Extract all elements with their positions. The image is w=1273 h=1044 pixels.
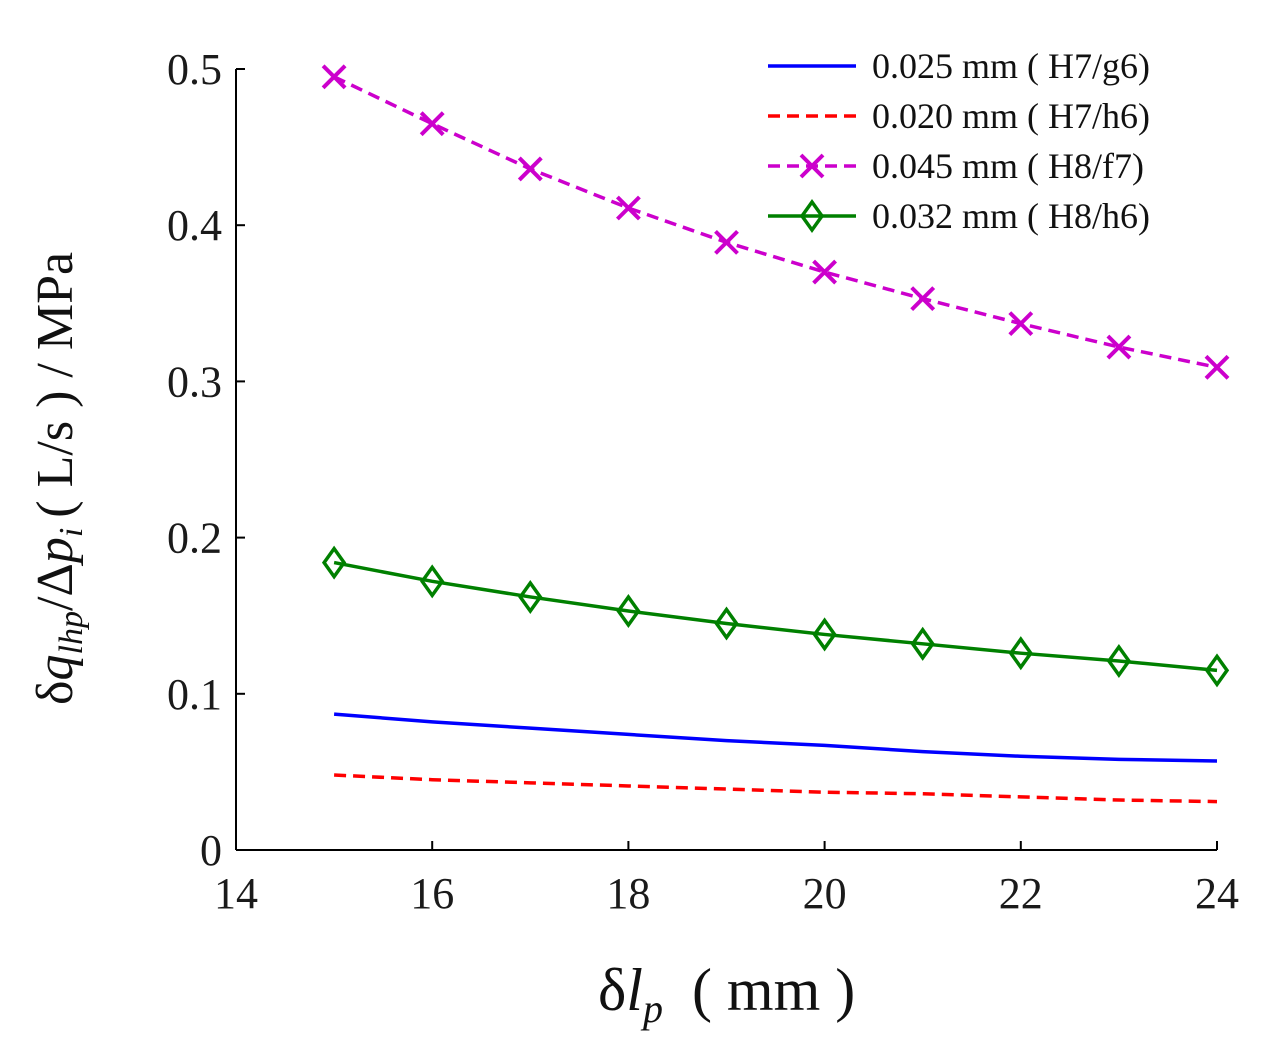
y-tick-label: 0 <box>200 826 222 875</box>
y-axis-label: δqlhp/Δpi( L/s ) / MPa <box>27 252 90 705</box>
data-point <box>1106 643 1132 679</box>
series-1 <box>333 712 1218 763</box>
data-point <box>910 286 936 312</box>
data-point <box>615 195 641 221</box>
data-point <box>616 594 641 629</box>
series-layer <box>321 64 1230 804</box>
legend-entry: 0.020 mm ( H7/h6) <box>768 96 1150 136</box>
legend-label: 0.025 mm ( H7/g6) <box>872 46 1150 86</box>
data-point <box>420 564 445 599</box>
legend-entry: 0.032 mm ( H8/h6) <box>768 196 1150 236</box>
legend-label: 0.020 mm ( H7/h6) <box>872 96 1150 136</box>
axes: 0 0.1 0.2 0.3 0.4 0.5 14 16 18 20 22 24 <box>167 45 1239 918</box>
legend-entry: 0.045 mm ( H8/f7) <box>768 146 1144 186</box>
y-tick-label: 0.5 <box>167 45 222 94</box>
series-line <box>333 560 1218 673</box>
data-point <box>714 606 739 641</box>
data-point <box>1204 653 1230 688</box>
x-tick-label: 18 <box>606 869 650 918</box>
legend-label: 0.045 mm ( H8/f7) <box>872 146 1144 186</box>
legend: 0.025 mm ( H7/g6) 0.020 mm ( H7/h6) 0.045 … <box>768 46 1150 236</box>
series-line <box>333 712 1218 763</box>
data-point <box>1106 334 1132 360</box>
data-point <box>321 64 347 90</box>
data-point <box>1008 311 1034 337</box>
data-point <box>812 617 837 652</box>
legend-entry: 0.025 mm ( H7/g6) <box>768 46 1150 86</box>
data-point <box>910 626 935 661</box>
data-point <box>517 156 543 182</box>
legend-marker <box>799 198 825 234</box>
y-tick-label: 0.3 <box>167 357 222 406</box>
series-2 <box>334 773 1218 804</box>
series-line <box>334 773 1218 804</box>
x-tick-label: 24 <box>1195 869 1239 918</box>
y-tick-label: 0.1 <box>167 670 222 719</box>
data-point <box>419 111 445 137</box>
y-tick-label: 0.4 <box>167 201 222 250</box>
data-point <box>1204 354 1230 380</box>
y-tick-label: 0.2 <box>167 514 222 563</box>
legend-label: 0.032 mm ( H8/h6) <box>872 196 1150 236</box>
data-point <box>321 545 347 580</box>
data-point <box>714 229 739 255</box>
series-4 <box>321 545 1230 688</box>
series-3 <box>321 64 1230 380</box>
data-point <box>1008 636 1033 671</box>
x-tick-label: 20 <box>803 869 847 918</box>
legend-marker <box>799 153 825 179</box>
data-point <box>812 259 838 285</box>
series-line <box>333 75 1218 370</box>
x-axis-label: δlp ( mm ) <box>598 957 855 1031</box>
x-tick-label: 16 <box>410 869 454 918</box>
x-tick-label: 14 <box>214 869 258 918</box>
data-point <box>518 579 543 614</box>
x-tick-label: 22 <box>999 869 1043 918</box>
